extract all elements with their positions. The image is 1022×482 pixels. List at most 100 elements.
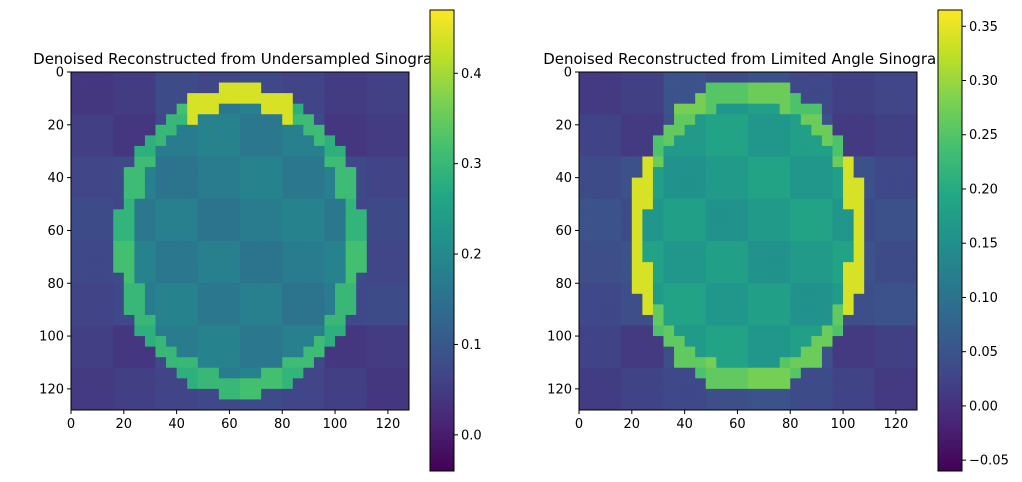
heatmap-cell [261, 230, 273, 242]
heatmap-cell [271, 82, 283, 94]
heatmap-cell [684, 124, 696, 136]
heatmap-cell [303, 399, 315, 411]
heatmap-cell [610, 219, 622, 231]
heatmap-cell [821, 251, 833, 263]
heatmap-cell [229, 272, 241, 284]
heatmap-cell [176, 241, 188, 252]
heatmap-cell [642, 325, 654, 337]
heatmap-cell [737, 156, 749, 168]
heatmap-cell [303, 272, 315, 284]
heatmap-cell [737, 82, 749, 94]
heatmap-cell [240, 304, 251, 316]
heatmap-cell [92, 135, 104, 147]
heatmap-cell [229, 304, 241, 316]
heatmap-cell [81, 399, 93, 411]
heatmap-cell [716, 293, 728, 305]
heatmap-cell [292, 114, 304, 126]
heatmap-cell [811, 156, 823, 168]
heatmap-cell [832, 145, 844, 157]
heatmap-cell [218, 346, 230, 358]
heatmap-cell [356, 357, 368, 369]
heatmap-cell [695, 188, 707, 200]
heatmap-cell [769, 103, 781, 115]
heatmap-cell [579, 314, 590, 326]
heatmap-cell [377, 378, 389, 390]
heatmap-cell [240, 399, 251, 411]
heatmap-cell [716, 188, 728, 200]
y-tick-label: 120 [39, 382, 64, 397]
heatmap-cell [790, 145, 802, 157]
heatmap-cell [229, 367, 241, 379]
heatmap-cell [113, 156, 125, 168]
heatmap-cell [874, 103, 886, 115]
heatmap-cell [240, 124, 251, 136]
heatmap-cell [345, 388, 357, 400]
heatmap-cell [895, 251, 907, 263]
heatmap-cell [71, 241, 82, 252]
heatmap-cell [790, 378, 802, 390]
heatmap-cell [123, 367, 135, 379]
heatmap-cell [895, 188, 907, 200]
heatmap-cell [684, 388, 696, 400]
heatmap-cell [779, 198, 791, 210]
heatmap-cell [895, 145, 907, 157]
heatmap-cell [779, 188, 791, 200]
heatmap-cell [758, 188, 770, 200]
heatmap-cell [726, 72, 738, 83]
heatmap-cell [387, 209, 399, 221]
colorbar-tick-label: 0.35 [969, 20, 998, 35]
heatmap-cell [674, 336, 686, 348]
heatmap-cell [398, 72, 410, 83]
heatmap-cell [366, 219, 378, 231]
heatmap-cell [123, 145, 135, 157]
heatmap-cell [790, 82, 802, 94]
heatmap-cell [155, 272, 167, 284]
heatmap-cell [726, 272, 738, 284]
heatmap-cell [271, 135, 283, 147]
heatmap-cell [737, 219, 749, 231]
heatmap-cell [271, 230, 283, 242]
heatmap-cell [313, 283, 325, 295]
heatmap-cell [261, 124, 273, 136]
heatmap-cell [102, 82, 114, 94]
heatmap-cell [864, 188, 876, 200]
heatmap-cell [642, 72, 654, 83]
heatmap-cell [324, 103, 336, 115]
heatmap-cell [113, 114, 125, 126]
heatmap-cell [377, 388, 389, 400]
heatmap-cell [906, 167, 918, 179]
heatmap-cell [610, 124, 622, 136]
heatmap-cell [356, 72, 368, 83]
heatmap-cell [663, 198, 675, 210]
heatmap-cell [716, 251, 728, 263]
heatmap-cell [758, 283, 770, 295]
heatmap-cell [631, 114, 643, 126]
heatmap-cell [208, 188, 220, 200]
heatmap-cell [197, 177, 209, 189]
heatmap-cell [674, 293, 686, 305]
heatmap-cell [790, 114, 802, 126]
heatmap-cell [769, 293, 781, 305]
heatmap-cell [853, 283, 865, 295]
heatmap-cell [800, 93, 812, 105]
heatmap-cell [895, 230, 907, 242]
heatmap-cell [71, 72, 82, 83]
heatmap-cell [652, 357, 664, 369]
heatmap-cell [102, 230, 114, 242]
heatmap-cell [843, 156, 855, 168]
heatmap-cell [261, 72, 273, 83]
heatmap-cell [387, 367, 399, 379]
heatmap-cell [631, 209, 643, 221]
heatmap-cell [737, 103, 749, 115]
heatmap-cell [292, 82, 304, 94]
heatmap-cell [885, 167, 897, 179]
heatmap-cell [113, 399, 125, 411]
heatmap-cell [895, 93, 907, 105]
heatmap-cell [250, 72, 262, 83]
heatmap-cell [600, 283, 612, 295]
heatmap-cell [853, 367, 865, 379]
heatmap-cell [600, 198, 612, 210]
heatmap-cell [377, 103, 389, 115]
heatmap-cell [800, 114, 812, 126]
heatmap-cell [366, 251, 378, 263]
